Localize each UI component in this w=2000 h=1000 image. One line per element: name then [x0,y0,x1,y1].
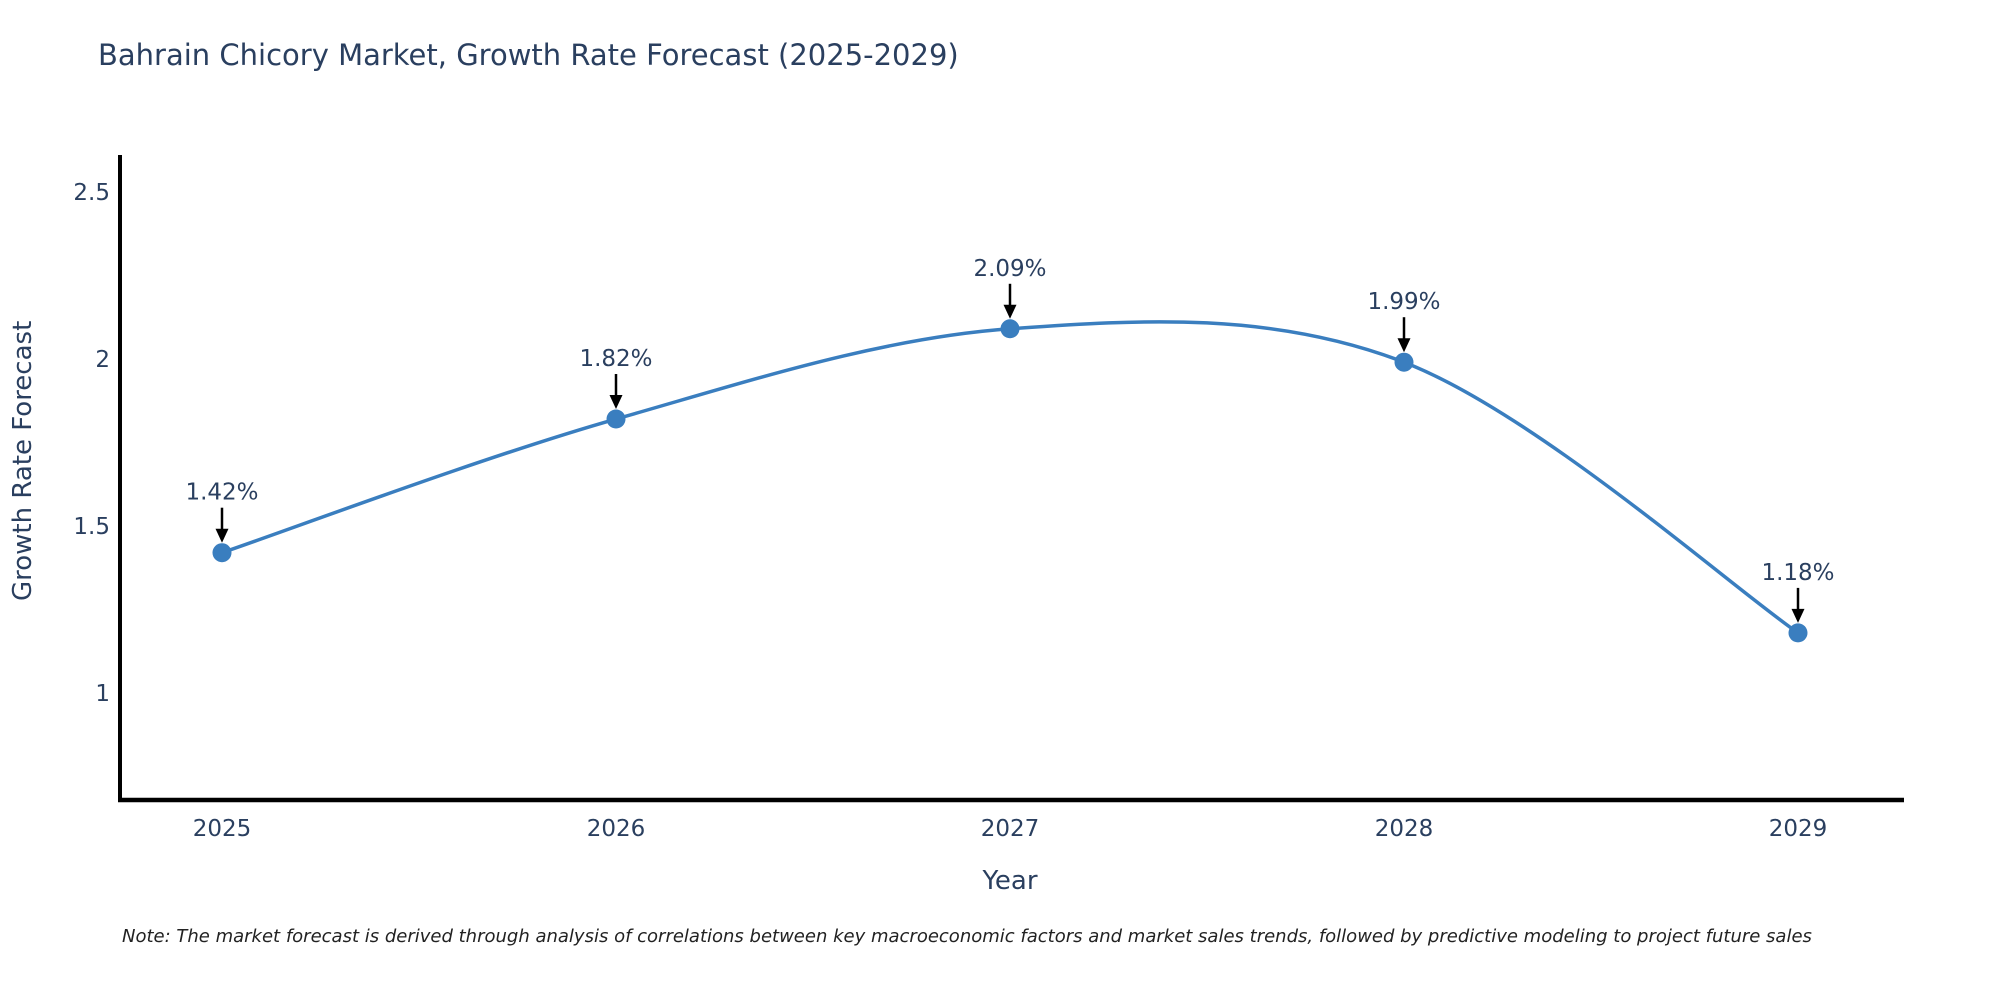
annotation-arrowhead [609,395,623,410]
annotation-arrowhead [1397,338,1411,353]
annotation-label: 1.99% [1367,289,1440,315]
footnote: Note: The market forecast is derived thr… [122,926,1812,947]
y-tick-label: 1 [95,681,110,707]
x-tick-label: 2028 [1375,816,1434,842]
y-tick-label: 1.5 [73,514,110,540]
x-tick-label: 2029 [1769,816,1828,842]
data-point-marker[interactable] [1000,319,1020,339]
x-axis-title: Year [982,866,1038,896]
line-series [221,320,1799,635]
annotation-label: 1.42% [185,480,258,506]
chart-title: Bahrain Chicory Market, Growth Rate Fore… [98,38,959,72]
annotation-arrowhead [1003,304,1017,319]
y-tick-label: 2.5 [73,180,110,206]
data-point-marker[interactable] [606,409,626,429]
x-tick-label: 2027 [981,816,1040,842]
data-point-marker[interactable] [1788,623,1808,643]
y-tick-label: 2 [95,347,110,373]
annotation-arrowhead [215,528,229,543]
annotation-arrowhead [1791,608,1805,623]
annotation-label: 2.09% [973,256,1046,282]
x-tick-label: 2026 [587,816,646,842]
annotation-label: 1.82% [579,346,652,372]
data-point-marker[interactable] [1394,352,1414,372]
data-point-marker[interactable] [212,543,232,563]
x-tick-label: 2025 [193,816,252,842]
annotation-label: 1.18% [1761,560,1834,586]
